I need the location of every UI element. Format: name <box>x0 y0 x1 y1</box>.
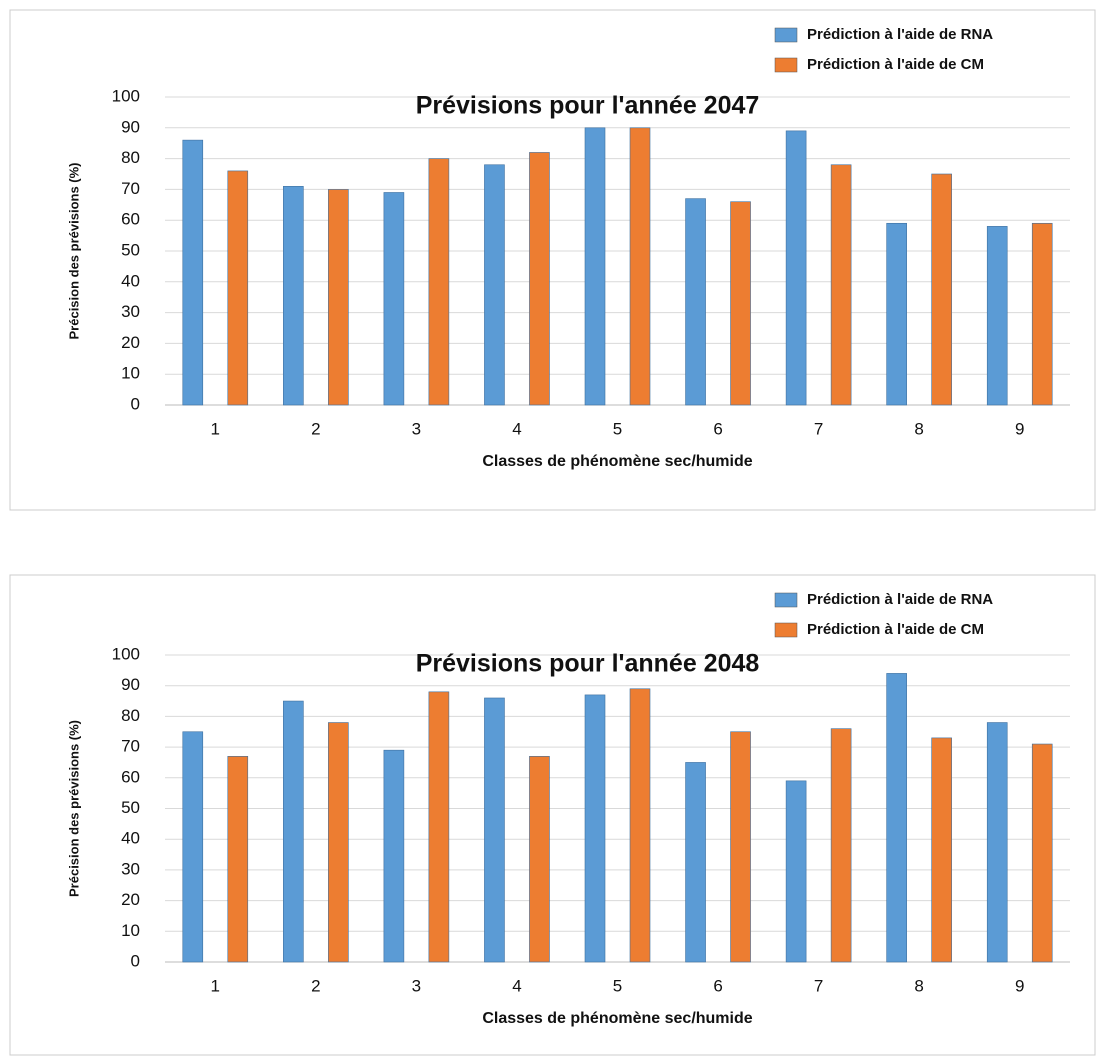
y-tick-label: 10 <box>121 364 140 383</box>
bar <box>283 700 304 963</box>
bar <box>529 152 550 406</box>
bar <box>428 158 450 406</box>
y-axis-label: Précision des prévisions (%) <box>66 720 81 897</box>
y-tick-label: 40 <box>121 829 140 848</box>
y-tick-label: 60 <box>121 767 140 786</box>
y-tick-label: 30 <box>121 859 140 878</box>
bar <box>584 127 606 406</box>
bar <box>428 691 450 963</box>
legend-swatch <box>774 622 798 638</box>
bar <box>785 780 807 963</box>
chart-title: Prévisions pour l'année 2047 <box>416 92 760 120</box>
x-tick-label: 1 <box>211 419 220 438</box>
bar <box>886 222 907 406</box>
bar <box>227 170 249 406</box>
y-tick-label: 70 <box>121 179 140 198</box>
legend-label: Prédiction à l'aide de RNA <box>807 591 993 608</box>
bar <box>484 697 505 963</box>
bar <box>629 688 651 963</box>
x-tick-label: 7 <box>814 976 823 995</box>
x-tick-label: 2 <box>311 419 320 438</box>
y-tick-label: 80 <box>121 148 140 167</box>
chart-frame <box>9 9 1096 511</box>
bar <box>730 731 751 963</box>
bar <box>484 164 505 406</box>
x-tick-label: 5 <box>613 976 622 995</box>
y-tick-label: 50 <box>121 240 140 259</box>
x-tick-label: 9 <box>1015 419 1024 438</box>
bar <box>931 737 952 963</box>
bar <box>685 762 706 963</box>
bar <box>986 226 1008 406</box>
y-tick-label: 90 <box>121 117 140 136</box>
y-tick-label: 0 <box>131 951 140 970</box>
bar <box>931 173 952 406</box>
bar <box>227 756 249 963</box>
legend-swatch <box>774 57 798 73</box>
chart-title: Prévisions pour l'année 2048 <box>416 650 760 678</box>
y-tick-label: 30 <box>121 302 140 321</box>
bar <box>383 749 405 963</box>
bar <box>785 130 807 406</box>
x-axis-label: Classes de phénomène sec/humide <box>482 1010 752 1027</box>
bar <box>182 139 204 406</box>
bar <box>182 731 204 963</box>
legend-label: Prédiction à l'aide de CM <box>807 56 984 73</box>
x-tick-label: 5 <box>613 419 622 438</box>
x-tick-label: 2 <box>311 976 320 995</box>
x-tick-label: 1 <box>211 976 220 995</box>
y-tick-label: 100 <box>112 644 140 663</box>
y-tick-label: 90 <box>121 675 140 694</box>
x-tick-label: 7 <box>814 419 823 438</box>
bar <box>383 192 405 406</box>
bar <box>529 756 550 963</box>
bar <box>629 127 651 406</box>
y-axis-label: Précision des prévisions (%) <box>66 162 81 339</box>
bar <box>830 728 852 963</box>
x-tick-label: 8 <box>914 976 923 995</box>
bar <box>886 673 907 963</box>
bar <box>830 164 852 406</box>
y-tick-label: 10 <box>121 921 140 940</box>
x-tick-label: 6 <box>713 419 722 438</box>
y-tick-label: 60 <box>121 210 140 229</box>
x-tick-label: 3 <box>412 419 421 438</box>
chart-frame <box>9 574 1096 1056</box>
bar <box>730 201 751 406</box>
bar <box>1031 743 1053 963</box>
x-tick-label: 6 <box>713 976 722 995</box>
bar <box>328 189 349 406</box>
legend-swatch <box>774 592 798 608</box>
legend-label: Prédiction à l'aide de RNA <box>807 26 993 43</box>
y-tick-label: 20 <box>121 333 140 352</box>
bar <box>986 722 1008 963</box>
x-tick-label: 3 <box>412 976 421 995</box>
y-tick-label: 40 <box>121 271 140 290</box>
bar <box>685 198 706 406</box>
x-tick-label: 8 <box>914 419 923 438</box>
legend-swatch <box>774 27 798 43</box>
x-tick-label: 9 <box>1015 976 1024 995</box>
y-tick-label: 100 <box>112 86 140 105</box>
bar <box>1031 222 1053 406</box>
bar <box>283 186 304 406</box>
y-tick-label: 80 <box>121 706 140 725</box>
x-tick-label: 4 <box>512 976 521 995</box>
y-tick-label: 70 <box>121 737 140 756</box>
x-tick-label: 4 <box>512 419 521 438</box>
y-tick-label: 0 <box>131 394 140 413</box>
x-axis-label: Classes de phénomène sec/humide <box>482 453 752 470</box>
y-tick-label: 20 <box>121 890 140 909</box>
y-tick-label: 50 <box>121 798 140 817</box>
bar <box>584 694 606 963</box>
legend-label: Prédiction à l'aide de CM <box>807 621 984 638</box>
bar <box>328 722 349 963</box>
